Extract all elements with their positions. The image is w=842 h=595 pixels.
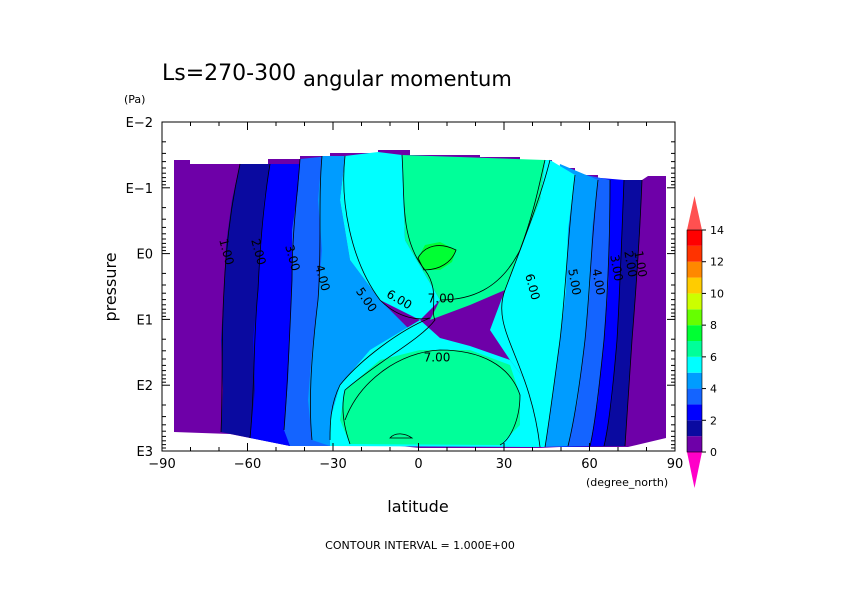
- x-tick-label: 0: [414, 457, 422, 472]
- chart-subtitle: Ls=270-300: [162, 61, 296, 86]
- contour-line-3-south: [283, 158, 301, 431]
- contour-line-7-small: [389, 433, 414, 439]
- colorbar-segment: [687, 341, 702, 357]
- band-6-7-upper: [402, 155, 545, 320]
- colorbar-segment: [687, 420, 702, 437]
- y-axis-label: pressure: [101, 252, 120, 321]
- colorbar-segment: [687, 261, 702, 278]
- contour-line-5-north: [544, 174, 576, 448]
- contour-line-7-lower: [344, 349, 521, 446]
- colorbar-tick-label: 4: [710, 383, 717, 396]
- x-tick-label: −30: [319, 457, 346, 472]
- contour-line-4-south: [310, 155, 323, 441]
- colorbar-low-arrow: [687, 452, 702, 488]
- contour-lines: [220, 154, 643, 448]
- x-tick-label: 90: [667, 457, 684, 472]
- colorbar-segment: [687, 245, 702, 262]
- colorbar-segment: [687, 309, 702, 326]
- x-tick-label: 60: [581, 457, 598, 472]
- colorbar: 0 2 4 6 8 10 12 14: [686, 196, 724, 488]
- colorbar-segment: [687, 356, 702, 373]
- contour-line-4-north: [567, 179, 599, 447]
- contour-label: 1.00: [216, 237, 236, 266]
- y-tick-label: E−1: [126, 182, 153, 197]
- colorbar-segment: [687, 388, 702, 405]
- y-tick-label: E0: [137, 248, 154, 263]
- y-axis: E−2 E−1 E0 E1 E2 E3: [126, 116, 675, 460]
- contour-label: 4.00: [589, 268, 607, 297]
- contour-label: 7.00: [428, 292, 455, 306]
- colorbar-segment: [687, 325, 702, 341]
- contour-label: 1.00: [631, 250, 649, 279]
- x-axis-unit: (degree_north): [586, 476, 668, 489]
- contour-label: 3.00: [607, 254, 625, 283]
- contour-line-2-north: [603, 179, 625, 447]
- contour-label: 5.00: [565, 268, 583, 297]
- x-tick-label: −60: [234, 457, 261, 472]
- colorbar-segment: [687, 404, 702, 421]
- contour-line-6-north: [501, 159, 551, 448]
- colorbar-segment: [687, 436, 702, 452]
- chart-title: angular momentum: [303, 67, 512, 91]
- colorbar-tick-label: 10: [710, 287, 724, 300]
- contour-line-7-max: [417, 245, 457, 271]
- contour-line-2-south: [249, 163, 271, 439]
- contour-label: 2.00: [248, 237, 268, 266]
- x-axis: −90 −60 −30 0 30 60 90: [148, 122, 683, 472]
- contour-label: 7.00: [424, 351, 451, 365]
- contour-label: 4.00: [312, 263, 332, 292]
- colorbar-tick-label: 6: [710, 351, 717, 364]
- contour-line-1-south: [220, 163, 241, 433]
- y-tick-label: E1: [137, 313, 154, 328]
- band-5-6-north: [490, 160, 575, 447]
- contour-bands: [174, 150, 666, 448]
- contour-label: 3.00: [282, 243, 302, 272]
- contour-line-6-south: [342, 154, 436, 445]
- x-tick-label: 30: [496, 457, 513, 472]
- y-unit-label: (Pa): [124, 93, 145, 106]
- colorbar-tick-label: 12: [710, 256, 724, 269]
- colorbar-segment: [687, 230, 702, 246]
- x-axis-label: latitude: [387, 497, 448, 516]
- y-tick-label: E2: [137, 379, 154, 394]
- y-tick-label: E3: [137, 445, 154, 460]
- colorbar-segment: [687, 293, 702, 310]
- colorbar-high-arrow: [687, 196, 702, 230]
- band-6-7-lower: [340, 350, 520, 445]
- contour-label: 6.00: [522, 272, 542, 301]
- x-tick-label: −90: [148, 457, 175, 472]
- colorbar-tick-label: 0: [710, 446, 717, 459]
- contour-line-1-north: [624, 179, 643, 447]
- colorbar-frame: [686, 229, 703, 453]
- y-tick-label: E−2: [126, 116, 153, 131]
- contour-interval-note: CONTOUR INTERVAL = 1.000E+00: [325, 539, 515, 552]
- contour-line-3-north: [589, 179, 611, 447]
- band-5-6-south: [340, 152, 440, 320]
- colorbar-segment: [687, 277, 702, 294]
- contour-label: 2.00: [621, 250, 639, 279]
- colorbar-segment: [687, 372, 702, 389]
- colorbar-tick-label: 14: [710, 224, 724, 237]
- contour-line-5-south: [329, 155, 431, 441]
- colorbar-tick-label: 8: [710, 319, 717, 332]
- colorbar-tick-label: 2: [710, 414, 717, 427]
